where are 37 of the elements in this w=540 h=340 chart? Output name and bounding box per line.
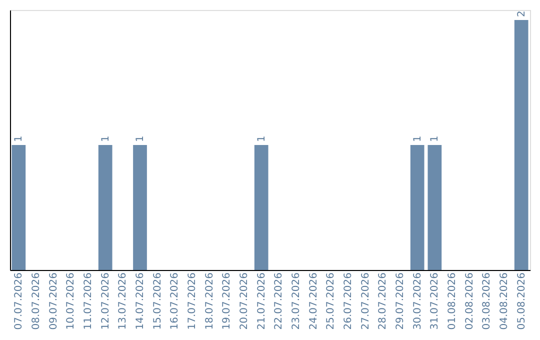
x-tick-label: 11.07.2026 — [83, 272, 94, 330]
x-tick-label: 05.08.2026 — [516, 272, 528, 330]
x-tick-label: 21.07.2026 — [256, 272, 268, 330]
x-tick-label: 12.07.2026 — [100, 272, 112, 330]
x-tick-label: 20.07.2026 — [239, 272, 250, 330]
x-tick-label: 13.07.2026 — [118, 272, 129, 330]
x-tick-label: 16.07.2026 — [170, 272, 181, 330]
data-label: 2 — [516, 10, 528, 17]
x-tick-label: 23.07.2026 — [291, 272, 302, 330]
x-tick-label: 04.08.2026 — [499, 272, 510, 330]
x-tick-label: 09.07.2026 — [48, 272, 60, 330]
data-label: 1 — [412, 136, 424, 142]
x-tick-label: 14.07.2026 — [135, 272, 146, 330]
x-tick-label: 03.08.2026 — [482, 272, 493, 330]
x-tick-label: 28.07.2026 — [378, 272, 389, 330]
data-label: 1 — [100, 136, 112, 142]
x-tick-label: 17.07.2026 — [187, 272, 198, 330]
x-tick-label: 29.07.2026 — [395, 272, 406, 330]
x-tick-label: 18.07.2026 — [204, 272, 216, 330]
x-tick-label: 15.07.2026 — [152, 272, 164, 330]
x-tick-label: 24.07.2026 — [308, 272, 320, 330]
data-label: 1 — [430, 136, 441, 142]
x-tick-label: 08.07.2026 — [31, 272, 42, 330]
x-tick-label: 10.07.2026 — [66, 272, 77, 330]
x-tick-label: 01.08.2026 — [447, 272, 458, 330]
x-tick-label: 22.07.2026 — [274, 272, 285, 330]
x-tick-label: 30.07.2026 — [412, 272, 424, 330]
x-tick-label: 02.08.2026 — [464, 272, 476, 330]
x-tick-label: 25.07.2026 — [326, 272, 337, 330]
data-label: 1 — [14, 136, 25, 142]
x-tick-label: 31.07.2026 — [430, 272, 441, 330]
x-tick-label: 26.07.2026 — [343, 272, 354, 330]
data-label: 1 — [256, 136, 268, 142]
x-tick-label: 27.07.2026 — [360, 272, 372, 330]
x-tick-label: 07.07.2026 — [14, 272, 25, 330]
data-label: 1 — [135, 136, 146, 142]
x-tick-label: 19.07.2026 — [222, 272, 233, 330]
